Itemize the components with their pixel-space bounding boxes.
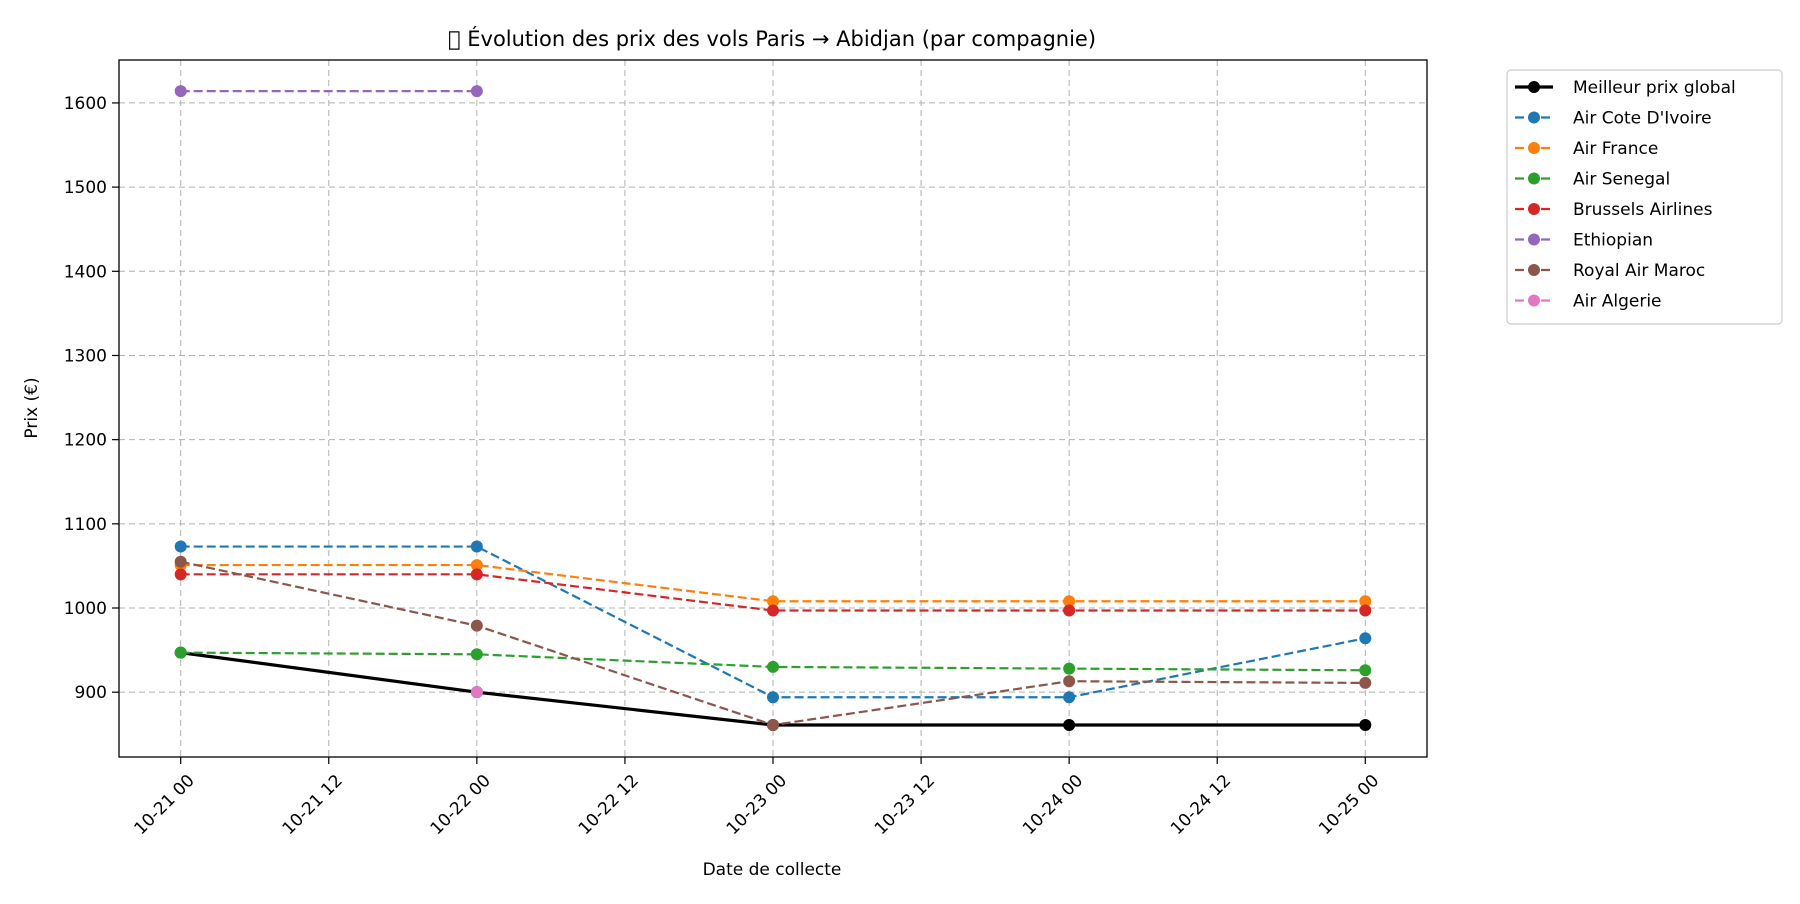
- data-point: [470, 648, 483, 661]
- data-point: [174, 85, 187, 98]
- data-point: [767, 604, 779, 617]
- data-point: [1359, 664, 1372, 677]
- legend-label: Ethiopian: [1573, 231, 1653, 251]
- series-air-senegal: [174, 646, 1372, 677]
- axis-ticks: 10-21 00 10-21 12 10-22 00 10-22 12 10-23 00…: [64, 94, 1384, 839]
- y-tick-label: 1300: [64, 346, 107, 366]
- data-point: [1359, 719, 1372, 732]
- legend-entry: Air France: [1515, 139, 1658, 159]
- y-tick-label: 1500: [64, 178, 107, 198]
- x-tick-label: 10-23 12: [871, 771, 939, 839]
- legend-label: Meilleur prix global: [1573, 78, 1736, 98]
- data-point: [174, 568, 187, 581]
- legend-marker: [1528, 172, 1540, 185]
- legend-marker: [1528, 264, 1540, 276]
- series-line: [180, 563, 1366, 603]
- data-point: [470, 559, 483, 572]
- data-point: [1359, 595, 1372, 608]
- legend-label: Air Algerie: [1573, 292, 1662, 312]
- legend-entry: Meilleur prix global: [1515, 78, 1736, 98]
- y-axis-label: Prix (€): [22, 377, 42, 438]
- x-tick-label: 10-23 00: [723, 771, 791, 839]
- legend-entry: Brussels Airlines: [1515, 200, 1713, 220]
- y-tick-label: 900: [75, 683, 107, 703]
- series-royal-air-maroc: [174, 555, 1372, 732]
- x-axis-label: Date de collecte: [703, 860, 842, 880]
- legend-label: Air Senegal: [1573, 170, 1670, 190]
- x-tick-label: 10-21 00: [131, 771, 199, 839]
- legend: Meilleur prix global Air Cote D'Ivoire Air…: [1506, 69, 1783, 325]
- data-point: [1063, 662, 1076, 675]
- legend-entry: Ethiopian: [1515, 231, 1653, 251]
- legend-box: [1506, 69, 1783, 325]
- x-tick-label: 10-24 00: [1019, 771, 1087, 839]
- data-point: [174, 555, 187, 568]
- legend-marker: [1528, 203, 1540, 215]
- y-tick-label: 1600: [64, 94, 107, 114]
- x-tick-label: 10-22 12: [575, 771, 643, 839]
- series-air-france: [174, 559, 1372, 608]
- legend-entry: Royal Air Maroc: [1515, 261, 1705, 281]
- y-tick-label: 1400: [64, 262, 107, 282]
- data-point: [470, 85, 483, 98]
- series-line: [180, 573, 1366, 612]
- legend-marker: [1528, 81, 1540, 93]
- data-point: [1359, 676, 1372, 689]
- x-tick-label: 10-22 00: [427, 771, 495, 839]
- x-tick-label: 10-21 12: [279, 771, 347, 839]
- data-point: [470, 686, 483, 699]
- chart-title: 􏰀 Évolution des prix des vols Paris → Ab…: [448, 26, 1096, 51]
- data-point: [1063, 691, 1076, 704]
- series-brussels-airlines: [174, 568, 1372, 617]
- series-air-algerie: [470, 686, 483, 699]
- legend-marker: [1528, 233, 1540, 246]
- legend-marker: [1528, 111, 1540, 124]
- data-point: [174, 540, 187, 553]
- data-point: [1063, 675, 1076, 688]
- data-point: [1359, 632, 1372, 645]
- series-ethiopian: [174, 85, 483, 98]
- legend-label: Air Cote D'Ivoire: [1573, 109, 1712, 129]
- x-tick-label: 10-25 00: [1315, 771, 1383, 839]
- legend-entry: Air Algerie: [1515, 292, 1662, 312]
- series-lines: [174, 85, 1372, 732]
- data-point: [767, 595, 779, 608]
- data-point: [1063, 719, 1076, 732]
- legend-label: Air France: [1573, 139, 1658, 159]
- data-point: [470, 540, 483, 553]
- data-point: [767, 691, 779, 704]
- data-point: [470, 568, 483, 581]
- y-tick-label: 1100: [64, 515, 107, 535]
- data-point: [767, 719, 779, 732]
- data-point: [1063, 604, 1076, 617]
- data-point: [1063, 595, 1076, 608]
- data-point: [767, 660, 779, 673]
- legend-label: Brussels Airlines: [1573, 200, 1713, 220]
- data-point: [1359, 604, 1372, 617]
- legend-marker: [1528, 294, 1540, 307]
- legend-label: Royal Air Maroc: [1573, 261, 1705, 281]
- legend-entry: Air Senegal: [1515, 170, 1670, 190]
- y-tick-label: 1200: [64, 431, 107, 451]
- y-tick-label: 1000: [64, 599, 107, 619]
- data-point: [174, 646, 187, 659]
- series-air-cote-d-ivoire: [174, 540, 1372, 704]
- series-meilleur-prix-global: [174, 646, 1372, 732]
- legend-entry: Air Cote D'Ivoire: [1515, 109, 1712, 129]
- data-point: [470, 619, 483, 632]
- x-tick-label: 10-24 12: [1167, 771, 1235, 839]
- legend-marker: [1528, 142, 1540, 154]
